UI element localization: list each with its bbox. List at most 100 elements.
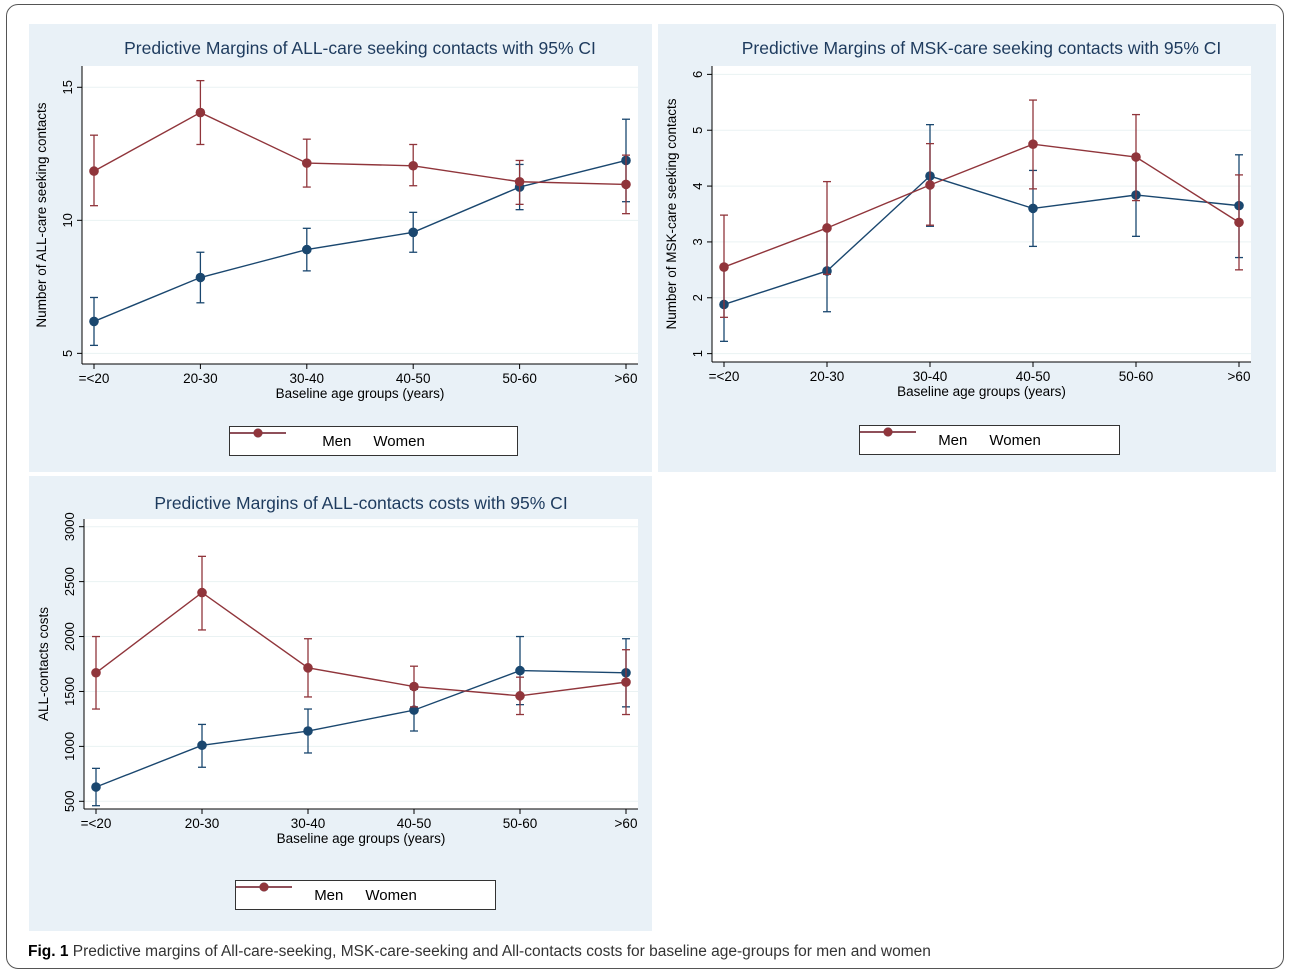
legend-key-marker — [883, 427, 893, 437]
chart-legend: Men Women — [235, 880, 496, 910]
x-tick-label: 50-60 — [1119, 369, 1154, 384]
data-point-women — [1131, 152, 1141, 162]
data-point-women — [1028, 139, 1038, 149]
x-tick-label: 20-30 — [185, 816, 220, 831]
data-point-women — [621, 179, 631, 190]
y-tick-label: 6 — [690, 71, 705, 78]
data-point-men — [408, 227, 419, 238]
y-tick-label: 3 — [690, 238, 705, 245]
legend-entry-women: Women — [230, 428, 425, 450]
x-tick-label: 20-30 — [810, 369, 845, 384]
caption-label: Fig. 1 — [28, 943, 69, 960]
x-tick-label: >60 — [615, 816, 638, 831]
x-tick-label: 50-60 — [502, 371, 537, 386]
data-point-women — [409, 681, 419, 692]
chart-panel-all-care-seeking: Predictive Margins of ALL-care seeking c… — [29, 24, 652, 472]
plot-area — [84, 519, 638, 809]
y-tick-label: 2000 — [62, 622, 77, 651]
y-tick-label: 4 — [690, 182, 705, 189]
x-axis-label: Baseline age groups (years) — [276, 386, 445, 401]
series-line-women — [93, 111, 627, 186]
data-point-women — [925, 180, 935, 190]
y-tick-label: 500 — [62, 790, 77, 812]
data-point-women — [195, 107, 206, 118]
series-line-men — [95, 669, 627, 788]
chart-svg: Predictive Margins of ALL-care seeking c… — [34, 38, 638, 401]
y-axis-label: ALL-contacts costs — [36, 607, 51, 721]
y-tick-label: 1 — [690, 350, 705, 357]
data-point-men — [195, 272, 206, 283]
chart-svg: Predictive Margins of MSK-care seeking c… — [664, 38, 1251, 399]
chart-title: Predictive Margins of ALL-contacts costs… — [154, 493, 567, 513]
x-tick-label: =<20 — [79, 371, 110, 386]
x-axis-label: Baseline age groups (years) — [277, 831, 446, 846]
data-point-men — [1028, 203, 1038, 214]
y-tick-label: 2500 — [62, 567, 77, 596]
y-axis-label: Number of ALL-care seeking contacts — [34, 102, 49, 327]
data-point-women — [408, 160, 419, 171]
legend-entry-women: Women — [236, 882, 417, 904]
x-tick-label: =<20 — [709, 369, 740, 384]
legend-label-women: Women — [373, 432, 425, 450]
x-tick-label: 20-30 — [183, 371, 218, 386]
data-point-women — [621, 677, 631, 687]
x-tick-label: 40-50 — [397, 816, 432, 831]
series-line-men — [723, 175, 1240, 306]
chart-title: Predictive Margins of ALL-care seeking c… — [124, 38, 596, 58]
legend-key-women — [860, 427, 916, 437]
data-point-men — [303, 726, 313, 736]
data-point-women — [89, 166, 99, 176]
figure-caption: Fig. 1 Predictive margins of All-care-se… — [28, 943, 1268, 961]
data-point-women — [303, 663, 313, 673]
data-point-men — [302, 244, 312, 255]
data-point-women — [515, 691, 525, 701]
legend-key-women — [236, 882, 292, 892]
chart-title: Predictive Margins of MSK-care seeking c… — [742, 38, 1222, 58]
y-tick-label: 2 — [690, 294, 705, 301]
data-point-men — [89, 316, 99, 327]
series-line-women — [95, 591, 627, 697]
data-point-men — [197, 740, 207, 751]
chart-legend: Men Women — [859, 425, 1120, 455]
x-axis-label: Baseline age groups (years) — [897, 384, 1066, 399]
y-tick-label: 10 — [60, 213, 75, 227]
legend-entry-men: Men — [236, 882, 344, 904]
x-tick-label: >60 — [1228, 369, 1251, 384]
data-point-women — [302, 158, 312, 168]
data-point-men — [91, 782, 101, 792]
data-point-women — [719, 262, 729, 272]
x-tick-label: =<20 — [81, 816, 112, 831]
legend-label-men: Men — [314, 886, 344, 904]
x-tick-label: 50-60 — [503, 816, 538, 831]
x-tick-label: 30-40 — [913, 369, 948, 384]
data-point-women — [822, 223, 832, 233]
y-tick-label: 1000 — [62, 732, 77, 761]
legend-label-women: Women — [989, 431, 1041, 449]
chart-panel-all-contacts-costs: Predictive Margins of ALL-contacts costs… — [29, 476, 652, 931]
x-tick-label: 30-40 — [290, 371, 325, 386]
legend-label-men: Men — [938, 431, 968, 449]
data-point-men — [515, 665, 525, 676]
data-point-men — [409, 705, 419, 715]
x-tick-label: 40-50 — [1016, 369, 1051, 384]
y-axis-label: Number of MSK-care seeking contacts — [664, 98, 679, 329]
x-tick-label: 30-40 — [291, 816, 326, 831]
chart-panel-msk-care-seeking: Predictive Margins of MSK-care seeking c… — [658, 24, 1276, 472]
y-tick-label: 5 — [60, 350, 75, 357]
x-tick-label: >60 — [615, 371, 638, 386]
data-point-women — [91, 667, 101, 678]
legend-label-men: Men — [322, 432, 352, 450]
legend-key-marker — [253, 428, 263, 438]
data-point-women — [514, 176, 525, 187]
series-line-women — [723, 143, 1240, 268]
y-tick-label: 1500 — [62, 677, 77, 706]
data-point-women — [197, 587, 207, 598]
legend-key-women — [230, 428, 286, 438]
plot-area — [82, 66, 638, 364]
data-point-women — [1234, 217, 1244, 228]
legend-entry-men: Men — [860, 427, 968, 449]
chart-svg: Predictive Margins of ALL-contacts costs… — [36, 493, 638, 846]
chart-legend: Men Women — [229, 426, 518, 456]
x-tick-label: 40-50 — [396, 371, 431, 386]
y-tick-label: 5 — [690, 127, 705, 134]
